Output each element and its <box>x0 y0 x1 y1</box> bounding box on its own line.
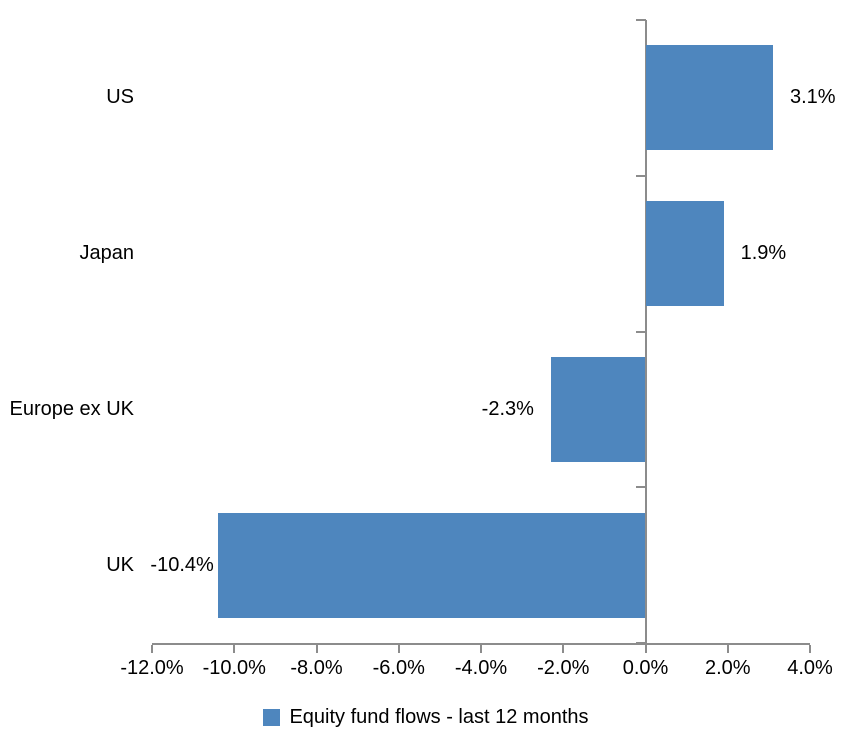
data-label: 3.1% <box>789 86 836 109</box>
category-axis-line <box>644 20 647 651</box>
value-axis-tick <box>480 645 482 653</box>
data-label: -10.4% <box>150 553 214 576</box>
value-axis-tick-label: 2.0% <box>704 657 751 679</box>
value-axis-tick <box>151 645 153 653</box>
value-axis-tick-label: 4.0% <box>787 657 833 679</box>
value-axis-tick-label: -2.0% <box>537 657 590 679</box>
value-axis-tick-label: -10.0% <box>202 657 266 679</box>
category-axis-tick <box>635 486 646 489</box>
legend-series-marker-square <box>263 708 281 726</box>
value-axis-tick-label: -8.0% <box>290 657 343 679</box>
category-label: US <box>106 86 134 109</box>
bar-us <box>645 45 773 151</box>
category-axis-tick <box>635 174 646 177</box>
data-label: -2.3% <box>481 397 534 420</box>
value-axis-line <box>152 643 810 645</box>
category-label: UK <box>106 553 134 576</box>
bar-japan <box>645 201 724 307</box>
value-axis-tick-label: -12.0% <box>120 657 184 679</box>
category-axis-tick <box>635 19 646 21</box>
bar-uk <box>217 512 646 618</box>
bar-europe-ex-uk <box>550 356 646 462</box>
value-axis-tick <box>562 645 565 653</box>
value-axis-tick <box>397 645 400 653</box>
category-axis-tick <box>635 330 646 333</box>
value-axis-tick-label: -4.0% <box>454 657 508 679</box>
legend: Equity fund flows - last 12 months <box>0 702 852 732</box>
value-axis-tick-label: 0.0% <box>622 657 669 679</box>
value-axis-tick <box>233 645 236 653</box>
value-axis-tick-label: -6.0% <box>372 657 425 679</box>
data-label: 1.9% <box>740 242 787 265</box>
value-axis-tick <box>726 645 729 653</box>
category-label: Europe ex UK <box>9 397 134 420</box>
value-axis-tick <box>809 645 811 653</box>
value-axis-tick <box>315 645 318 653</box>
value-axis-tick <box>644 645 647 653</box>
legend-series-label: Equity fund flows - last 12 months <box>289 705 589 728</box>
category-label: Japan <box>79 242 135 265</box>
